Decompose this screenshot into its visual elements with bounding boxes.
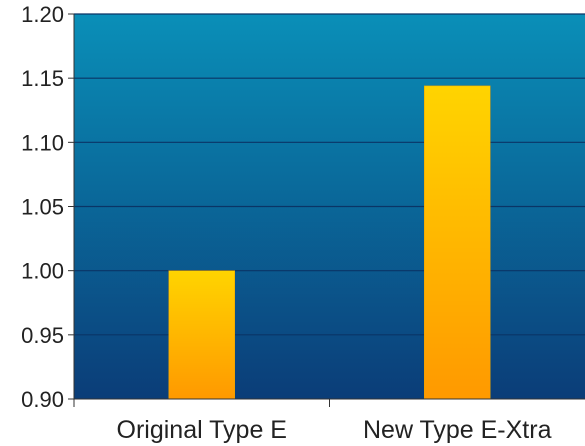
- y-tick-label: 1.20: [21, 2, 64, 27]
- gridlines: [74, 13, 585, 336]
- axes: [68, 13, 585, 407]
- y-tick-label: 1.00: [21, 259, 64, 284]
- x-category-label: Original Type E: [117, 416, 287, 444]
- y-tick-label: 1.05: [21, 195, 64, 220]
- y-tick-label: 1.10: [21, 130, 64, 155]
- bar-2: [424, 85, 491, 400]
- y-tick-label: 1.15: [21, 66, 64, 91]
- y-tick-label: 0.95: [21, 323, 64, 348]
- x-category-labels: Original Type E New Type E-Xtra: [117, 416, 552, 444]
- bars: [168, 85, 491, 400]
- y-tick-label: 0.90: [21, 387, 64, 412]
- y-tick-labels: 0.90 0.95 1.00 1.05 1.10 1.15 1.20: [21, 2, 64, 412]
- x-category-label: New Type E-Xtra: [363, 416, 552, 444]
- bar-1: [168, 270, 235, 400]
